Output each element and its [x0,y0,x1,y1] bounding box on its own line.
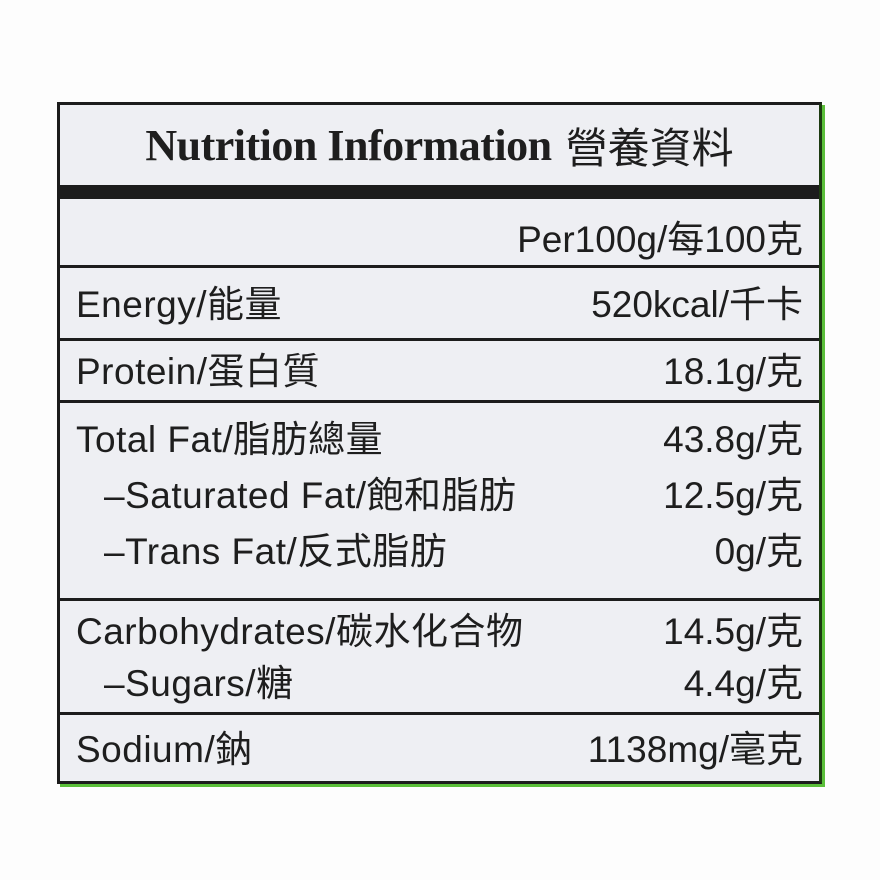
title-english: Nutrition Information [145,120,552,170]
nutrient-name: Energy/能量 [76,284,283,325]
nutrition-label: Nutrition Information 營養資料 Per100g/每100克… [57,102,822,784]
nutrient-value: 0g/克 [714,531,803,572]
nutrient-name: –Sugars/糖 [104,663,294,704]
nutrient-value: 18.1g/克 [663,351,803,392]
nutrient-name: Protein/蛋白質 [76,351,321,392]
nutrient-value: 14.5g/克 [663,611,803,652]
nutrient-name: Carbohydrates/碳水化合物 [76,611,524,652]
serving-size: Per100g/每100克 [76,211,803,261]
row-protein: Protein/蛋白質 18.1g/克 [60,338,819,401]
nutrient-name: –Saturated Fat/飽和脂肪 [104,475,517,516]
nutrient-name: –Trans Fat/反式脂肪 [104,531,448,572]
label-title: Nutrition Information 營養資料 [60,105,819,185]
nutrient-value: 1138mg/毫克 [587,729,803,770]
row-energy: Energy/能量 520kcal/千卡 [60,265,819,338]
nutrient-value: 43.8g/克 [663,419,803,460]
title-chinese: 營養資料 [565,123,734,173]
title-divider [60,185,819,199]
nutrient-value: 12.5g/克 [663,475,803,516]
row-carb-group: Carbohydrates/碳水化合物 14.5g/克 –Sugars/糖 4.4g… [60,598,819,711]
nutrient-value: 4.4g/克 [683,663,803,704]
nutrient-value: 520kcal/千卡 [591,284,803,325]
serving-size-text: Per100g/每100克 [517,219,803,260]
nutrient-name: Total Fat/脂肪總量 [76,419,384,460]
row-fat-group: Total Fat/脂肪總量 43.8g/克 –Saturated Fat/飽和脂… [60,400,819,598]
nutrient-name: Sodium/鈉 [76,729,253,770]
row-sodium: Sodium/鈉 1138mg/毫克 [60,712,819,781]
